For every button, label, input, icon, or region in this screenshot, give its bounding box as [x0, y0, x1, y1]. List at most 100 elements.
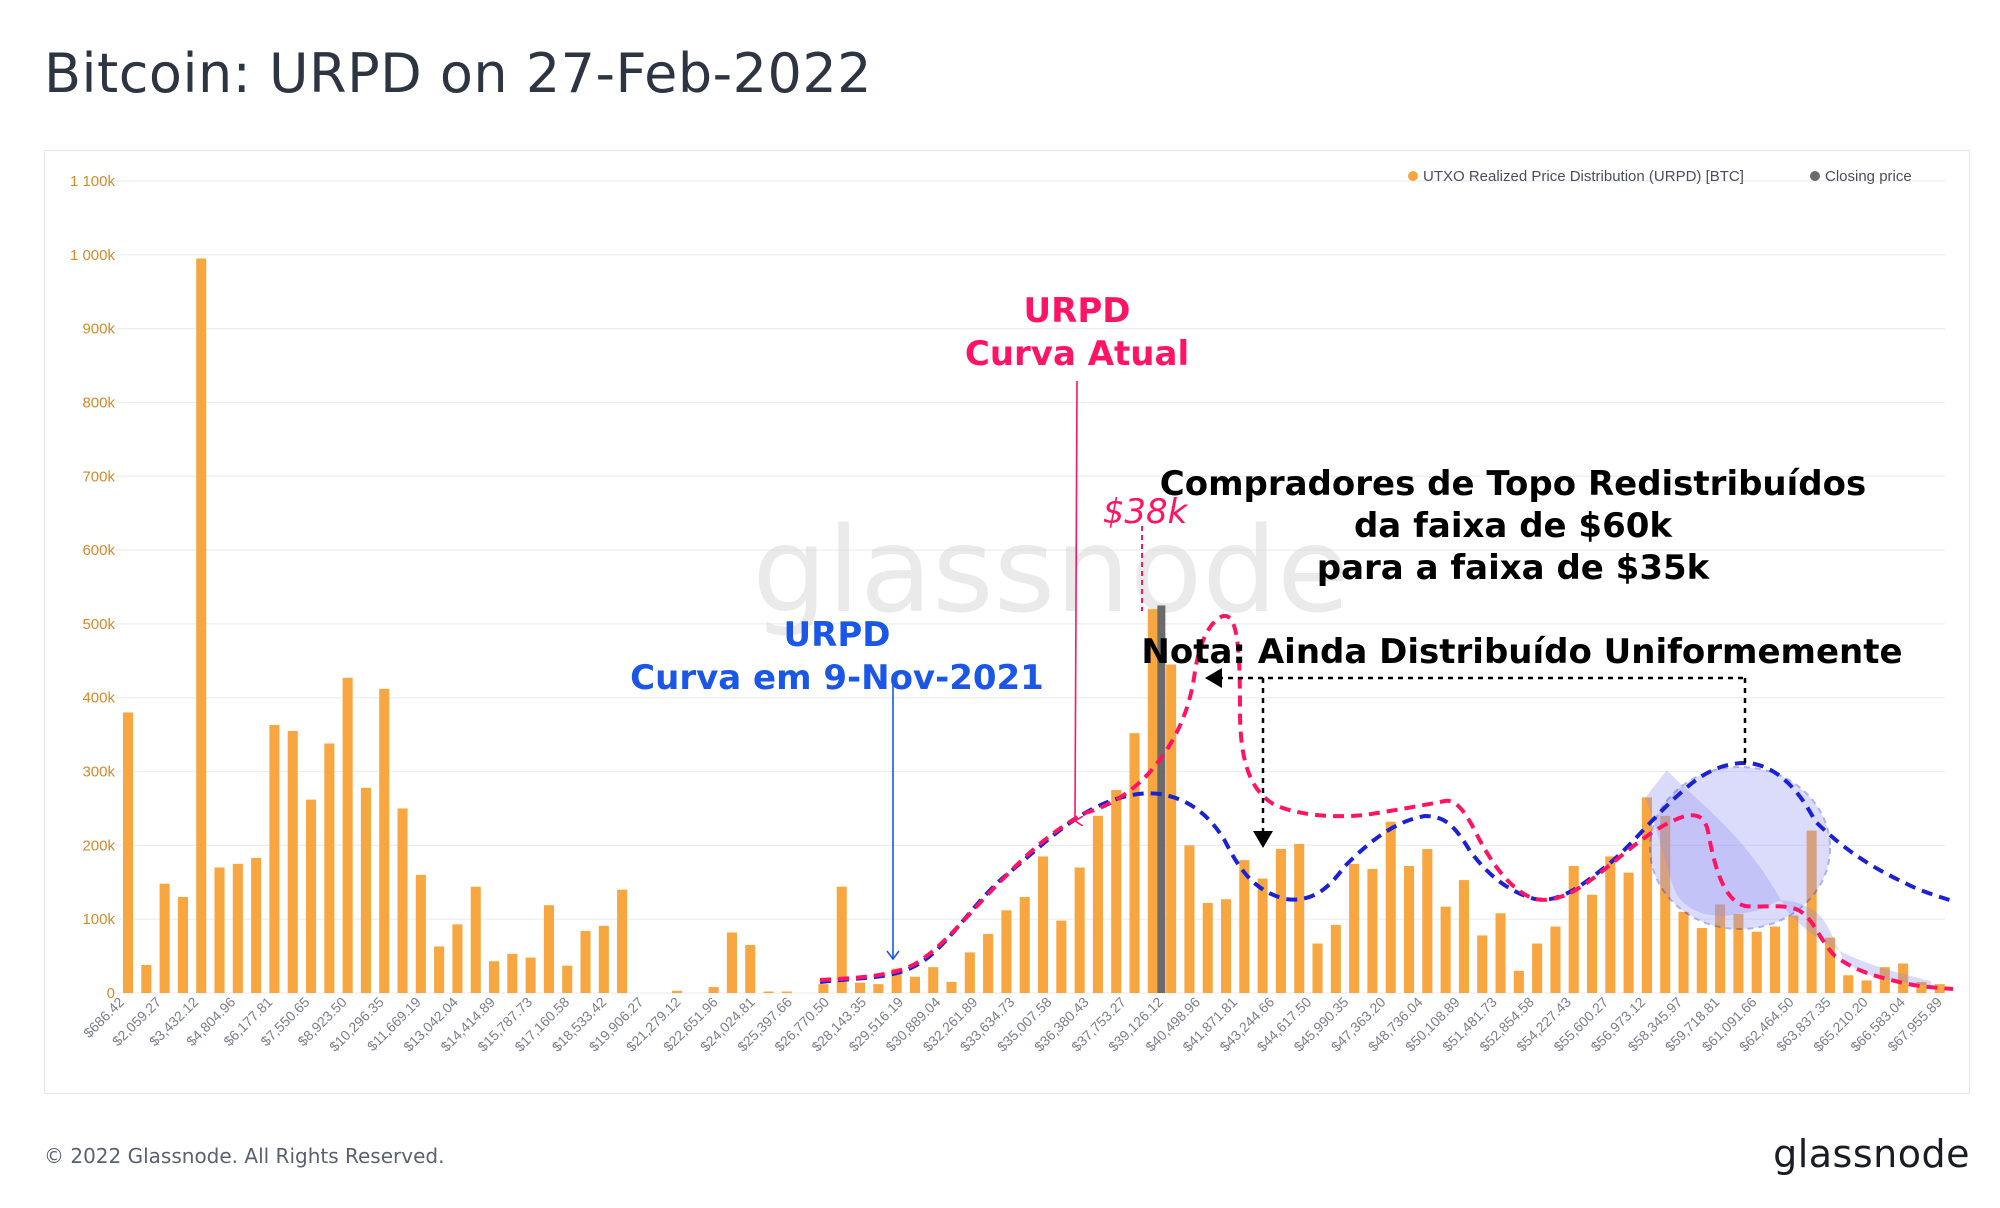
urpd-bar[interactable] [1861, 980, 1872, 993]
urpd-bar[interactable] [1166, 664, 1177, 993]
urpd-bar[interactable] [177, 897, 188, 993]
urpd-bar[interactable] [324, 743, 335, 993]
urpd-bar[interactable] [1495, 913, 1506, 993]
urpd-bar[interactable] [672, 990, 683, 993]
urpd-bar[interactable] [1696, 928, 1707, 993]
urpd-bar[interactable] [269, 725, 280, 993]
urpd-bar[interactable] [1587, 894, 1598, 993]
urpd-bar[interactable] [1898, 963, 1909, 993]
urpd-bar[interactable] [909, 976, 920, 993]
urpd-bar[interactable] [159, 883, 170, 993]
urpd-bar[interactable] [1038, 856, 1049, 993]
closing-price-bar[interactable] [1157, 605, 1166, 993]
urpd-bar[interactable] [415, 874, 426, 993]
urpd-bar[interactable] [708, 987, 719, 993]
urpd-bar[interactable] [1385, 821, 1396, 993]
urpd-bar[interactable] [543, 905, 554, 993]
urpd-bar[interactable] [1440, 906, 1451, 993]
urpd-bar[interactable] [1660, 815, 1671, 993]
urpd-bar[interactable] [123, 712, 134, 993]
urpd-bar[interactable] [781, 991, 792, 993]
urpd-bar[interactable] [617, 889, 628, 993]
urpd-bar[interactable] [1788, 915, 1799, 993]
urpd-bar[interactable] [1349, 863, 1360, 993]
urpd-bar[interactable] [1019, 897, 1030, 993]
urpd-bar[interactable] [598, 925, 609, 993]
urpd-bar[interactable] [342, 677, 353, 993]
urpd-bar[interactable] [873, 984, 884, 993]
urpd-bar[interactable] [1477, 935, 1488, 993]
urpd-bar[interactable] [1568, 866, 1579, 993]
urpd-bar[interactable] [141, 964, 152, 993]
urpd-bar[interactable] [1879, 967, 1890, 993]
urpd-bar[interactable] [1751, 931, 1762, 993]
urpd-bar[interactable] [1056, 920, 1067, 993]
urpd-bar[interactable] [434, 946, 445, 993]
urpd-bar[interactable] [1422, 849, 1433, 993]
urpd-bar[interactable] [360, 787, 371, 993]
urpd-bar[interactable] [1001, 910, 1012, 993]
urpd-bar[interactable] [1806, 830, 1817, 993]
urpd-bar[interactable] [818, 984, 829, 993]
legend-urpd-label[interactable]: UTXO Realized Price Distribution (URPD) … [1423, 168, 1744, 185]
urpd-bar[interactable] [379, 688, 390, 993]
urpd-bar[interactable] [1770, 926, 1781, 993]
urpd-bar[interactable] [489, 961, 500, 993]
urpd-bar[interactable] [983, 933, 994, 993]
urpd-bar[interactable] [562, 965, 573, 993]
urpd-bar[interactable] [1330, 925, 1341, 993]
legend-closing-label[interactable]: Closing price [1825, 168, 1912, 185]
urpd-bar[interactable] [1147, 609, 1158, 993]
urpd-bar[interactable] [214, 867, 225, 993]
urpd-bar[interactable] [1715, 904, 1726, 993]
urpd-bar[interactable] [836, 886, 847, 993]
urpd-bar[interactable] [580, 930, 591, 993]
urpd-bar[interactable] [287, 730, 298, 993]
urpd-bar[interactable] [1641, 797, 1652, 993]
urpd-bar[interactable] [1513, 970, 1524, 993]
urpd-bar[interactable] [1404, 866, 1415, 993]
urpd-bar[interactable] [1550, 926, 1561, 993]
urpd-bar[interactable] [1934, 984, 1945, 993]
urpd-bar[interactable] [251, 857, 262, 993]
urpd-bar[interactable] [891, 968, 902, 993]
urpd-bar[interactable] [1458, 880, 1469, 993]
urpd-bar[interactable] [1239, 860, 1250, 993]
urpd-bar[interactable] [1733, 914, 1744, 993]
urpd-bar[interactable] [745, 945, 756, 993]
urpd-bar[interactable] [1221, 899, 1232, 993]
urpd-bar[interactable] [1824, 937, 1835, 993]
urpd-bar[interactable] [726, 932, 737, 993]
urpd-bar[interactable] [232, 863, 243, 993]
urpd-bar[interactable] [1129, 733, 1140, 993]
urpd-bar[interactable] [525, 957, 536, 993]
urpd-bar[interactable] [470, 886, 481, 993]
urpd-bar[interactable] [1275, 849, 1286, 993]
urpd-bar[interactable] [1678, 911, 1689, 993]
urpd-bar[interactable] [1532, 943, 1543, 993]
urpd-bar[interactable] [1074, 867, 1085, 993]
urpd-bar[interactable] [928, 967, 939, 993]
urpd-bar[interactable] [196, 258, 207, 993]
urpd-bar[interactable] [1294, 843, 1305, 993]
urpd-bar[interactable] [1111, 790, 1122, 993]
urpd-bar[interactable] [1605, 856, 1616, 993]
urpd-bar[interactable] [1257, 878, 1268, 993]
urpd-bar[interactable] [1843, 975, 1854, 993]
urpd-bar[interactable] [1312, 943, 1323, 993]
glassnode-logo[interactable]: glassnode [1773, 1132, 1970, 1176]
urpd-bar[interactable] [855, 982, 866, 993]
urpd-bar[interactable] [306, 799, 317, 993]
urpd-bar[interactable] [1184, 845, 1195, 993]
urpd-bar[interactable] [964, 952, 975, 993]
urpd-bar[interactable] [1916, 981, 1927, 993]
urpd-bar[interactable] [507, 953, 518, 993]
urpd-bar[interactable] [946, 981, 957, 993]
urpd-bar[interactable] [397, 808, 408, 993]
urpd-bar[interactable] [1367, 868, 1378, 993]
urpd-bar[interactable] [763, 991, 774, 993]
urpd-bar[interactable] [1092, 815, 1103, 993]
urpd-bar[interactable] [1202, 902, 1213, 993]
urpd-bar[interactable] [452, 924, 463, 993]
urpd-bar[interactable] [1623, 872, 1634, 993]
